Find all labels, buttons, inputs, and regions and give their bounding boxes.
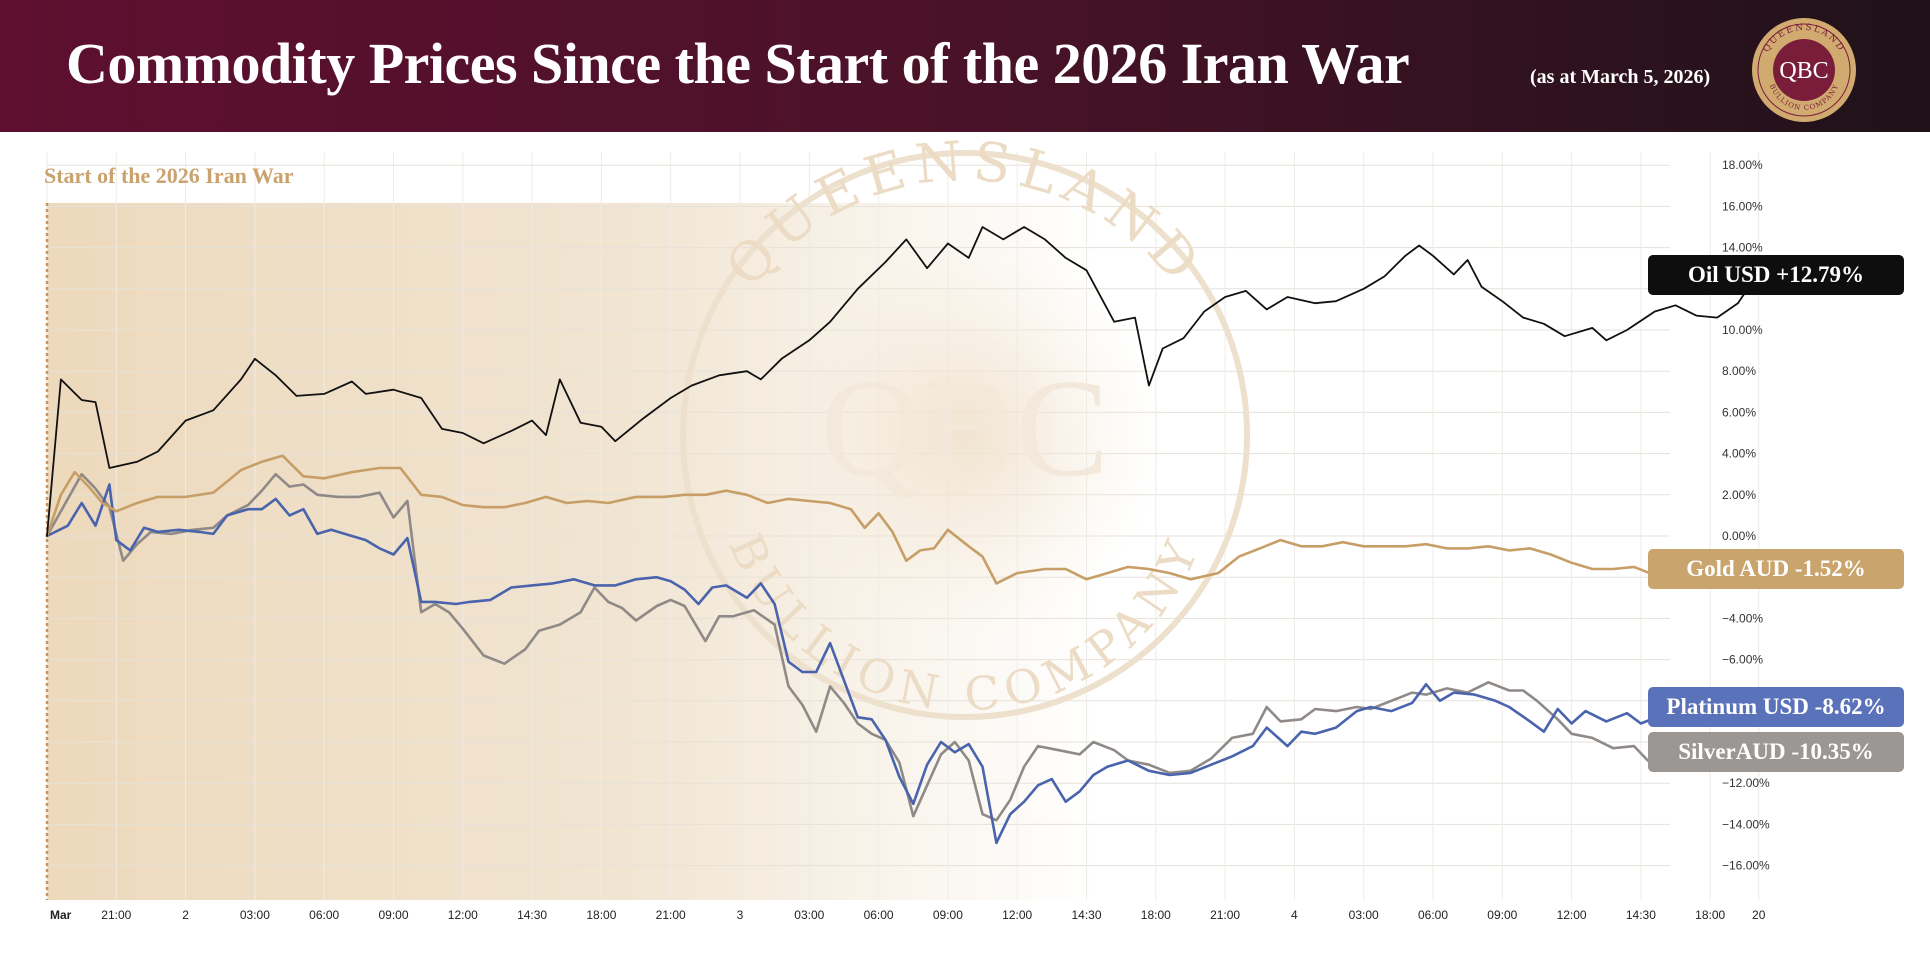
y-tick-label: −14.00% xyxy=(1722,817,1770,831)
x-tick-label: 14:30 xyxy=(517,908,547,922)
y-tick-label: −6.00% xyxy=(1722,653,1763,667)
x-tick-label: 06:00 xyxy=(1418,908,1448,922)
y-tick-label: 8.00% xyxy=(1722,364,1756,378)
y-tick-label: 0.00% xyxy=(1722,529,1756,543)
oil-usd-line xyxy=(46,226,1760,537)
oil-usd-label: Oil USD +12.79% xyxy=(1648,255,1904,295)
y-tick-label: −16.00% xyxy=(1722,859,1770,873)
war-start-annotation: Start of the 2026 Iran War xyxy=(44,163,294,188)
x-tick-label: 20 xyxy=(1752,908,1766,922)
x-tick-label: 14:30 xyxy=(1626,908,1656,922)
y-tick-label: 16.00% xyxy=(1722,199,1763,213)
watermark-center-text: QBC xyxy=(821,351,1109,506)
qbc-logo: QUEENSLAND BULLION COMPANY QBC xyxy=(1752,18,1856,122)
x-tick-label: 09:00 xyxy=(1487,908,1517,922)
y-tick-label: 10.00% xyxy=(1722,323,1763,337)
page-title: Commodity Prices Since the Start of the … xyxy=(66,31,1410,96)
x-tick-label: 06:00 xyxy=(864,908,894,922)
x-tick-label: 18:00 xyxy=(1141,908,1171,922)
date-subtitle: (as at March 5, 2026) xyxy=(1530,66,1711,88)
y-tick-label: 18.00% xyxy=(1722,158,1763,172)
silver-aud-label: SilverAUD -10.35% xyxy=(1648,732,1904,772)
y-tick-label: 4.00% xyxy=(1722,447,1756,461)
series-lines xyxy=(45,226,1760,845)
gold-aud-line xyxy=(45,454,1760,585)
x-tick-label: Mar xyxy=(50,908,72,922)
x-tick-label: 2 xyxy=(182,908,189,922)
x-tick-label: 06:00 xyxy=(309,908,339,922)
x-tick-label: 09:00 xyxy=(378,908,408,922)
x-tick-label: 03:00 xyxy=(240,908,270,922)
logo-text: QBC xyxy=(1779,58,1828,84)
x-tick-label: 4 xyxy=(1291,908,1298,922)
x-tick-label: 3 xyxy=(737,908,744,922)
silveraud-line xyxy=(45,472,1760,822)
y-tick-label: 14.00% xyxy=(1722,241,1763,255)
platinum-usd-label: Platinum USD -8.62% xyxy=(1648,687,1904,727)
y-tick-label: 2.00% xyxy=(1722,488,1756,502)
gold-aud-label: Gold AUD -1.52% xyxy=(1648,549,1904,589)
y-tick-label: −12.00% xyxy=(1722,776,1770,790)
x-tick-label: 21:00 xyxy=(656,908,686,922)
x-tick-label: 21:00 xyxy=(1210,908,1240,922)
x-tick-label: 09:00 xyxy=(933,908,963,922)
y-axis: 18.00% 16.00% 14.00% 10.00% 8.00% 6.00% 4.00% 2… xyxy=(1722,158,1770,872)
x-tick-label: 18:00 xyxy=(586,908,616,922)
x-axis: Mar 21:00 2 03:00 06:00 09:00 12:00 14:30 18:00 2… xyxy=(50,908,1766,922)
x-tick-label: 14:30 xyxy=(1071,908,1101,922)
x-tick-label: 03:00 xyxy=(794,908,824,922)
commodity-line-chart: QUEENSLAND BULLION COMPANY QBC 18.00% 16.… xyxy=(45,140,1770,922)
x-tick-label: 12:00 xyxy=(448,908,478,922)
x-tick-label: 03:00 xyxy=(1349,908,1379,922)
x-tick-label: 12:00 xyxy=(1002,908,1032,922)
platinum-usd-line xyxy=(45,483,1760,845)
header-banner: Commodity Prices Since the Start of the … xyxy=(0,0,1930,132)
y-tick-label: 6.00% xyxy=(1722,405,1756,419)
y-tick-label: −4.00% xyxy=(1722,611,1763,625)
watermark: QUEENSLAND BULLION COMPANY QBC xyxy=(680,140,1250,722)
x-tick-label: 18:00 xyxy=(1695,908,1725,922)
x-tick-label: 21:00 xyxy=(101,908,131,922)
x-tick-label: 12:00 xyxy=(1557,908,1587,922)
